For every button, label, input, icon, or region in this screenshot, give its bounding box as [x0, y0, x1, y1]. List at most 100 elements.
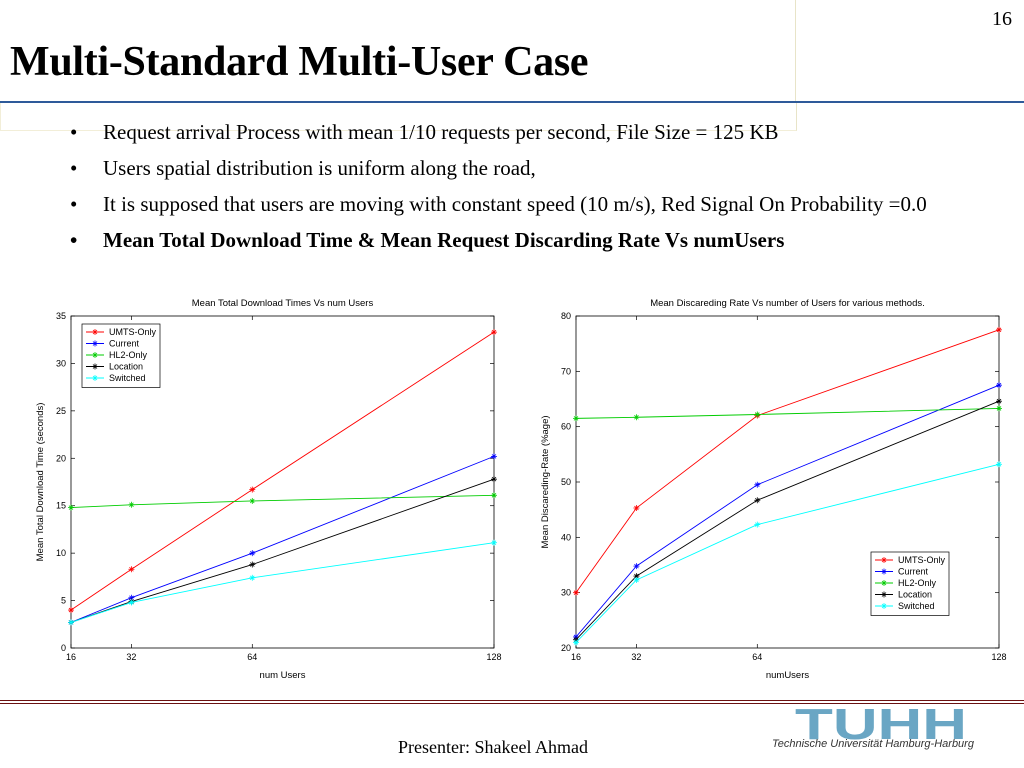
series-line [70, 455, 495, 623]
legend-label: HL2-Only [898, 578, 937, 588]
y-tick-label: 60 [561, 422, 571, 432]
marker-stroke [92, 375, 98, 381]
marker-stroke [92, 352, 98, 358]
marker-stroke [68, 620, 74, 625]
marker-stroke [250, 550, 255, 556]
marker-stroke [881, 580, 887, 586]
legend-label: UMTS-Only [898, 555, 945, 565]
marker-stroke [634, 577, 639, 583]
marker-stroke [250, 498, 255, 504]
y-tick-label: 0 [61, 643, 66, 653]
discarding-rate-chart-svg: Mean Discareding Rate Vs number of Users… [540, 298, 1007, 681]
marker-stroke [250, 575, 255, 581]
series-line [70, 494, 495, 509]
y-axis-label: Mean Discareding-Rate (%age) [540, 415, 551, 548]
page-title: Multi-Standard Multi-User Case [10, 39, 589, 85]
data-point-marker [68, 607, 74, 614]
data-point-marker [996, 461, 1002, 468]
x-tick-label: 128 [991, 652, 1006, 662]
data-point-marker [249, 497, 256, 504]
x-tick-label: 128 [486, 652, 501, 662]
data-point-marker [128, 599, 135, 606]
title-divider [0, 101, 1024, 103]
marker-stroke [129, 600, 134, 605]
series-line [575, 463, 1000, 643]
discarding-rate-chart: Mean Discareding Rate Vs number of Users… [525, 290, 1020, 695]
y-tick-label: 50 [561, 477, 571, 487]
data-point-marker [633, 505, 640, 512]
x-axis-label: num Users [260, 670, 306, 681]
series-line [575, 329, 1000, 593]
data-point-marker [996, 326, 1002, 333]
series-line [575, 400, 1000, 641]
marker-stroke [881, 569, 887, 574]
marker-stroke [881, 557, 887, 563]
marker-stroke [250, 562, 255, 567]
data-point-marker [128, 501, 135, 508]
data-point-marker [996, 405, 1002, 412]
data-point-marker [633, 414, 640, 421]
y-tick-label: 20 [561, 643, 571, 653]
data-point-marker [573, 639, 579, 646]
data-point-marker [128, 566, 135, 573]
legend-marker [92, 375, 98, 381]
y-tick-label: 80 [561, 311, 571, 321]
marker-stroke [996, 398, 1002, 404]
data-point-marker [491, 492, 497, 499]
marker-stroke [92, 364, 98, 369]
legend-marker [92, 340, 98, 347]
marker-stroke [755, 522, 760, 527]
marker-stroke [129, 595, 134, 601]
data-point-marker [491, 329, 497, 336]
data-point-marker [754, 411, 761, 418]
y-tick-label: 30 [56, 358, 66, 368]
y-tick-label: 40 [561, 532, 571, 542]
y-axis-label: Mean Total Download Time (seconds) [35, 403, 46, 562]
marker-stroke [634, 563, 639, 569]
series-line [70, 542, 495, 623]
data-point-marker [249, 550, 256, 557]
presenter-credit: Presenter: Shakeel Ahmad [398, 737, 588, 757]
data-point-marker [68, 619, 74, 626]
y-tick-label: 35 [56, 311, 66, 321]
data-point-marker [249, 561, 256, 568]
download-time-chart-svg: Mean Total Download Times Vs num Users 0 5… [35, 298, 502, 681]
bullet-list: Request arrival Process with mean 1/10 r… [70, 118, 970, 262]
x-tick-label: 32 [631, 652, 641, 662]
data-point-marker [573, 589, 579, 596]
data-point-marker [996, 398, 1002, 405]
legend-label: Switched [109, 373, 146, 383]
y-tick-label: 15 [56, 501, 66, 511]
data-point-marker [633, 576, 640, 583]
legend-marker [92, 363, 98, 370]
legend-marker [92, 352, 98, 358]
marker-stroke [881, 592, 887, 597]
marker-stroke [491, 329, 497, 335]
marker-stroke [250, 487, 255, 492]
data-point-marker [754, 497, 761, 504]
marker-stroke [996, 382, 1002, 388]
y-tick-label: 5 [61, 596, 66, 606]
bullet-item: Request arrival Process with mean 1/10 r… [70, 118, 970, 146]
logo-subtitle: Technische Universität Hamburg-Harburg [772, 738, 974, 750]
marker-stroke [491, 476, 497, 482]
y-tick-label: 70 [561, 366, 571, 376]
marker-stroke [92, 329, 98, 335]
logo-text: TUHH [795, 706, 967, 742]
legend-marker [881, 568, 887, 575]
data-point-marker [996, 382, 1002, 389]
legend-label: Location [109, 362, 143, 372]
series-line [70, 478, 495, 623]
marker-stroke [573, 590, 579, 595]
marker-stroke [573, 416, 579, 421]
data-point-marker [573, 415, 579, 422]
y-tick-label: 10 [56, 548, 66, 558]
data-point-marker [491, 453, 497, 460]
data-point-marker [249, 574, 256, 581]
x-axis-label: numUsers [766, 670, 810, 681]
legend-label: Current [898, 567, 929, 577]
marker-stroke [996, 327, 1002, 333]
title-box: Multi-Standard Multi-User Case [0, 0, 796, 103]
